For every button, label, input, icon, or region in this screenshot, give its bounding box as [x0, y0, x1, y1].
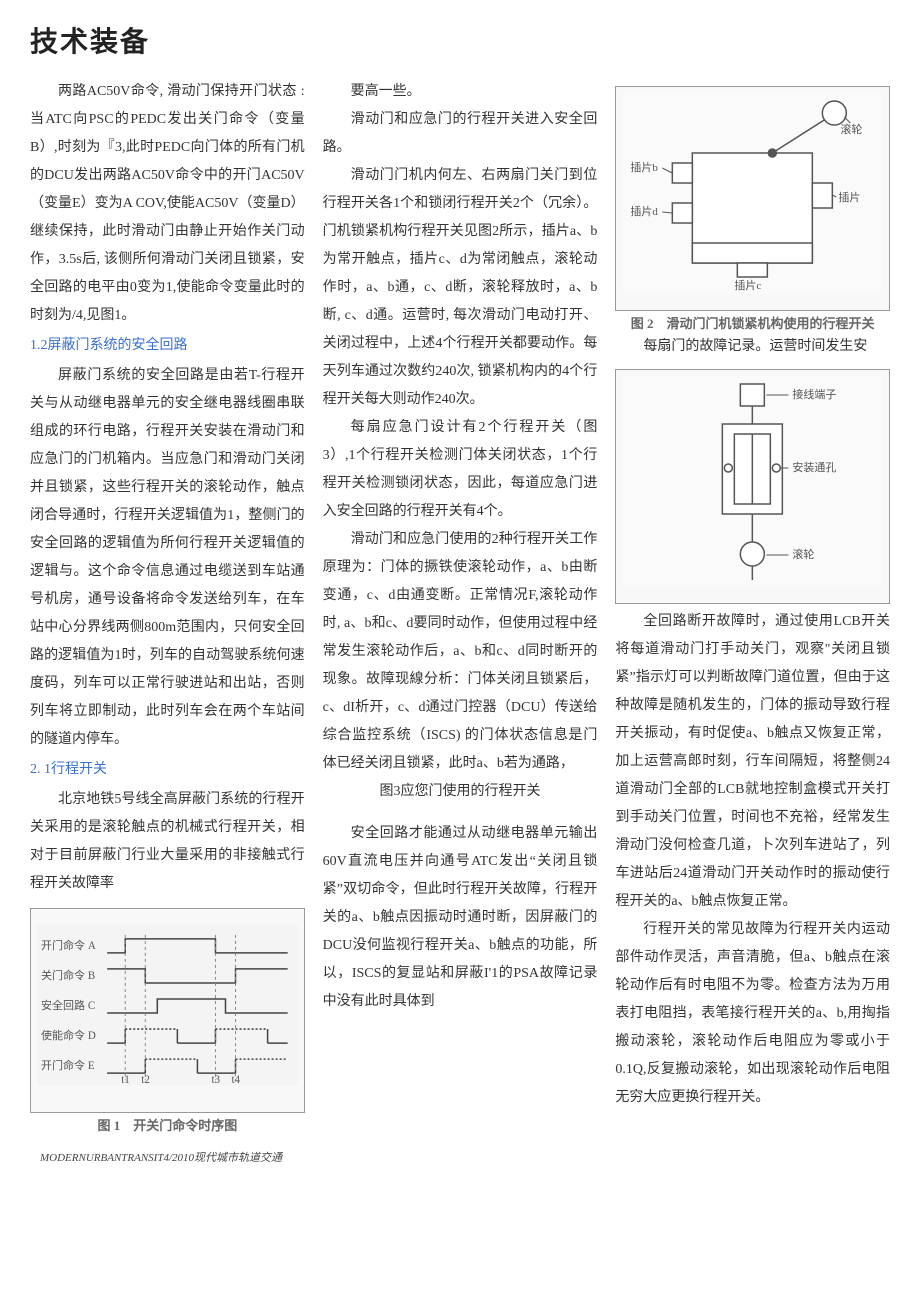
figure-2: 插片b 插片d 插片 插片c 滚轮 [615, 86, 890, 311]
heading-2-1: 2. 1行程开关 [30, 756, 305, 784]
column-2: 要高一些。 滑动门和应急门的行程开关进入安全回路。 滑动门门机内何左、右两扇门关… [323, 78, 598, 1135]
c2-p2: 滑动门和应急门的行程开关进入安全回路。 [323, 106, 598, 162]
c3-p1: 每扇门的故障记录。运营时间发生安 [615, 333, 890, 361]
fig2-label-pd: 插片d [631, 204, 659, 218]
c2-p5: 滑动门和应急门使用的2种行程开关工作原理为：门体的撅铁使滚轮动作，a、b由断变通… [323, 526, 598, 778]
fig1-t4: t4 [232, 1074, 241, 1086]
fig2-label-pb: 插片b [631, 160, 659, 174]
fig1-t1: t1 [121, 1074, 130, 1086]
figure-1: 开门命令 A 关门命令 B 安全回路 C 使能命令 D 开门命令 E [30, 908, 305, 1113]
page-title: 技术装备 [30, 20, 890, 60]
c3-p2: 全回路断开故障时，通过使用LCB开关将每道滑动门打手动关门，观察''关闭且锁紧”… [615, 608, 890, 916]
column-1: 两路AC50V命令, 滑动门保持开门状态 : 当ATC向PSC的PEDC发出关门… [30, 78, 305, 1135]
figure-1-caption: 图 1 开关门命令时序图 [30, 1117, 305, 1135]
c1-p2: 屏蔽门系统的安全回路是由若T-行程开关与从动继电器单元的安全继电器线圈串联组成的… [30, 362, 305, 754]
c3-p3: 行程开关的常见故障为行程开关内运动部件动作灵活，声音清脆，但a、b触点在滚轮动作… [615, 916, 890, 1112]
figure-1-svg: 开门命令 A 关门命令 B 安全回路 C 使能命令 D 开门命令 E [37, 915, 298, 1095]
fig1-row-e: 开门命令 E [41, 1058, 95, 1072]
column-3: 插片b 插片d 插片 插片c 滚轮 图 2 滑动门门机锁紧机构使用的行程开关 每… [615, 78, 890, 1135]
figure-2-svg: 插片b 插片d 插片 插片c 滚轮 [622, 93, 883, 293]
c1-p3: 北京地铁5号线全高屏蔽门系统的行程开关采用的是滚轮触点的机械式行程开关，相对于目… [30, 786, 305, 898]
fig2-label-pc: 插片c [735, 278, 762, 292]
c1-p1: 两路AC50V命令, 滑动门保持开门状态 : 当ATC向PSC的PEDC发出关门… [30, 78, 305, 330]
fig1-row-b: 关门命令 B [41, 968, 95, 982]
fig1-t2: t2 [141, 1074, 150, 1086]
fig3-label-hole: 安装通孔 [793, 460, 837, 474]
c2-p6: 图3应您门使用的行程开关 [323, 778, 598, 806]
fig1-row-d: 使能命令 D [41, 1028, 96, 1042]
figure-3: 接线端子 安装通孔 滚轮 [615, 369, 890, 604]
heading-1-2: 1.2屏蔽门系统的安全回路 [30, 332, 305, 360]
page-footer: MODERNURBANTRANSIT4/2010现代城市轨道交通 [30, 1149, 890, 1165]
body-columns: 两路AC50V命令, 滑动门保持开门状态 : 当ATC向PSC的PEDC发出关门… [30, 78, 890, 1135]
figure-2-caption: 图 2 滑动门门机锁紧机构使用的行程开关 [615, 315, 890, 333]
fig3-label-roller: 滚轮 [793, 547, 815, 561]
c2-p3: 滑动门门机内何左、右两扇门关门到位行程开关各1个和锁闭行程开关2个（冗余）。门机… [323, 162, 598, 414]
fig1-t3: t3 [211, 1074, 220, 1086]
c2-p4: 每扇应急门设计有2个行程开关（图3）,1个行程开关检测门体关闭状态，1个行程开关… [323, 414, 598, 526]
fig1-row-c: 安全回路 C [41, 998, 95, 1012]
c2-p7: 安全回路才能通过从动继电器单元输出60V直流电压并向通号ATC发出“关闭且锁紧”… [323, 820, 598, 1016]
c2-p1: 要高一些。 [323, 78, 598, 106]
figure-3-svg: 接线端子 安装通孔 滚轮 [622, 376, 883, 586]
fig2-label-roller: 滚轮 [841, 122, 863, 136]
fig2-label-pa: 插片 [839, 190, 861, 204]
fig3-label-terminal: 接线端子 [793, 387, 837, 401]
fig1-row-a: 开门命令 A [41, 938, 96, 952]
